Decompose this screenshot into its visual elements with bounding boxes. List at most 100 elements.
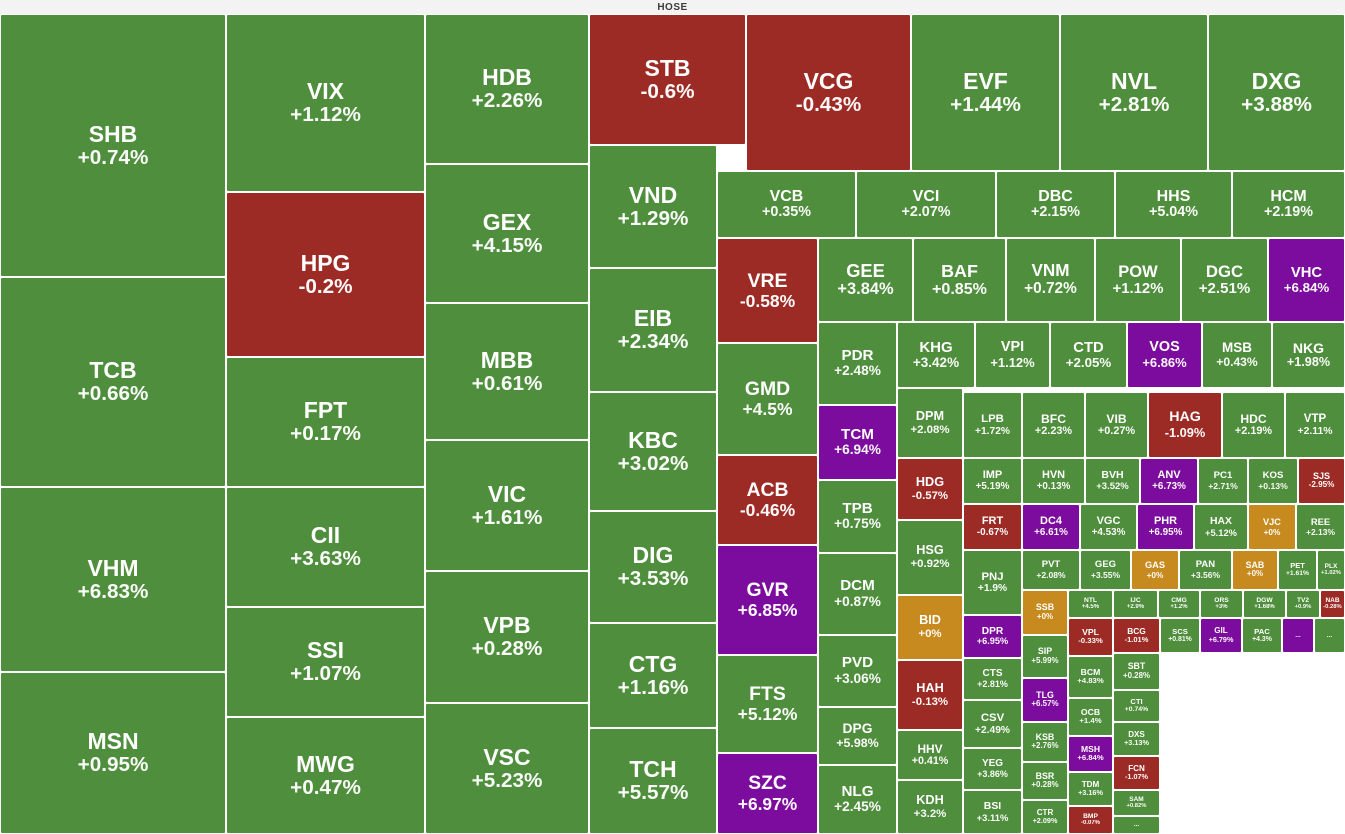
treemap-tile-CMG[interactable]: CMG +1.2% xyxy=(1158,590,1200,618)
treemap-tile-TCB[interactable]: TCB +0.66% xyxy=(0,277,226,487)
treemap-tile-BSI[interactable]: BSI +3.11% xyxy=(963,790,1022,834)
treemap-tile-FCN[interactable]: FCN -1.07% xyxy=(1113,756,1160,790)
treemap-tile-VPI[interactable]: VPI +1.12% xyxy=(975,322,1050,388)
treemap-tile-IJC[interactable]: IJC +2.9% xyxy=(1113,590,1158,618)
treemap-tile-TV2[interactable]: TV2 +0.9% xyxy=(1286,590,1320,618)
treemap-tile-more[interactable]: ... xyxy=(1282,618,1314,653)
treemap-tile-MWG[interactable]: MWG +0.47% xyxy=(226,717,425,834)
treemap-tile-CTR[interactable]: CTR +2.09% xyxy=(1022,800,1068,834)
treemap-tile-SSI[interactable]: SSI +1.07% xyxy=(226,607,425,717)
treemap-tile-KDH[interactable]: KDH +3.2% xyxy=(897,780,963,834)
treemap-tile-more[interactable]: ... xyxy=(1113,816,1160,834)
treemap-tile-STB[interactable]: STB -0.6% xyxy=(589,14,746,145)
treemap-tile-PHR[interactable]: PHR +6.95% xyxy=(1137,504,1194,550)
treemap-tile-SAB[interactable]: SAB +0% xyxy=(1232,550,1278,590)
treemap-tile-PAC[interactable]: PAC +4.3% xyxy=(1242,618,1282,653)
treemap-tile-HAG[interactable]: HAG -1.09% xyxy=(1148,392,1222,458)
treemap-tile-BCM[interactable]: BCM +4.83% xyxy=(1068,656,1113,698)
treemap-tile-BVH[interactable]: BVH +3.52% xyxy=(1085,458,1140,504)
treemap-tile-PC1[interactable]: PC1 +2.71% xyxy=(1198,458,1248,504)
treemap-tile-SAM[interactable]: SAM +0.82% xyxy=(1113,790,1160,816)
treemap-tile-VGC[interactable]: VGC +4.53% xyxy=(1080,504,1137,550)
treemap-tile-DGW[interactable]: DGW +1.68% xyxy=(1243,590,1286,618)
treemap-tile-SBT[interactable]: SBT +0.28% xyxy=(1113,653,1160,690)
treemap-tile-FPT[interactable]: FPT +0.17% xyxy=(226,357,425,487)
treemap-tile-YEG[interactable]: YEG +3.86% xyxy=(963,748,1022,790)
treemap-tile-VSC[interactable]: VSC +5.23% xyxy=(425,703,589,834)
treemap-tile-TPB[interactable]: TPB +0.75% xyxy=(818,480,897,553)
treemap-tile-VCG[interactable]: VCG -0.43% xyxy=(746,14,911,171)
treemap-tile-VND[interactable]: VND +1.29% xyxy=(589,145,717,268)
treemap-tile-HCM[interactable]: HCM +2.19% xyxy=(1232,171,1345,238)
treemap-tile-IMP[interactable]: IMP +5.19% xyxy=(963,458,1022,504)
treemap-tile-VOS[interactable]: VOS +6.86% xyxy=(1127,322,1202,388)
treemap-tile-NAB[interactable]: NAB -0.28% xyxy=(1320,590,1345,618)
treemap-tile-POW[interactable]: POW +1.12% xyxy=(1095,238,1181,322)
treemap-tile-REE[interactable]: REE +2.13% xyxy=(1296,504,1345,550)
treemap-tile-VIB[interactable]: VIB +0.27% xyxy=(1085,392,1148,458)
treemap-tile-OCB[interactable]: OCB +1.4% xyxy=(1068,698,1113,736)
treemap-tile-HDB[interactable]: HDB +2.26% xyxy=(425,14,589,164)
treemap-tile-TDM[interactable]: TDM +3.16% xyxy=(1068,772,1113,806)
treemap-tile-VPL[interactable]: VPL -0.33% xyxy=(1068,618,1113,656)
treemap-tile-CII[interactable]: CII +3.63% xyxy=(226,487,425,607)
treemap-tile-PNJ[interactable]: PNJ +1.9% xyxy=(963,550,1022,615)
treemap-tile-DPM[interactable]: DPM +2.08% xyxy=(897,388,963,458)
treemap-tile-PVD[interactable]: PVD +3.06% xyxy=(818,635,897,707)
treemap-tile-VHC[interactable]: VHC +6.84% xyxy=(1268,238,1345,322)
treemap-tile-EIB[interactable]: EIB +2.34% xyxy=(589,268,717,392)
treemap-tile-ANV[interactable]: ANV +6.73% xyxy=(1140,458,1198,504)
treemap-tile-HSG[interactable]: HSG +0.92% xyxy=(897,520,963,595)
treemap-tile-CTS[interactable]: CTS +2.81% xyxy=(963,658,1022,700)
treemap-tile-HDG[interactable]: HDG -0.57% xyxy=(897,458,963,520)
treemap-tile-GIL[interactable]: GIL +6.79% xyxy=(1200,618,1242,653)
treemap-tile-EVF[interactable]: EVF +1.44% xyxy=(911,14,1060,171)
treemap-tile-HAX[interactable]: HAX +5.12% xyxy=(1194,504,1248,550)
treemap-tile-KBC[interactable]: KBC +3.02% xyxy=(589,392,717,511)
treemap-tile-DPR[interactable]: DPR +6.95% xyxy=(963,615,1022,658)
treemap-tile-PVT[interactable]: PVT +2.08% xyxy=(1022,550,1080,590)
treemap-tile-MSH[interactable]: MSH +6.84% xyxy=(1068,736,1113,772)
treemap-tile-VIC[interactable]: VIC +1.61% xyxy=(425,440,589,571)
treemap-tile-NLG[interactable]: NLG +2.45% xyxy=(818,765,897,834)
treemap-tile-NTL[interactable]: NTL +4.5% xyxy=(1068,590,1113,618)
treemap-tile-SZC[interactable]: SZC +6.97% xyxy=(717,753,818,834)
treemap-tile-HHV[interactable]: HHV +0.41% xyxy=(897,730,963,780)
treemap-tile-CTD[interactable]: CTD +2.05% xyxy=(1050,322,1127,388)
treemap-tile-HAH[interactable]: HAH -0.13% xyxy=(897,660,963,730)
treemap-tile-LPB[interactable]: LPB +1.72% xyxy=(963,392,1022,458)
treemap-tile-VRE[interactable]: VRE -0.58% xyxy=(717,238,818,343)
treemap-tile-GEE[interactable]: GEE +3.84% xyxy=(818,238,913,322)
treemap-tile-CSV[interactable]: CSV +2.49% xyxy=(963,700,1022,748)
treemap-tile-BMP[interactable]: BMP -0.07% xyxy=(1068,806,1113,834)
treemap-tile-GMD[interactable]: GMD +4.5% xyxy=(717,343,818,455)
treemap-tile-GEG[interactable]: GEG +3.55% xyxy=(1080,550,1131,590)
treemap-tile-BAF[interactable]: BAF +0.85% xyxy=(913,238,1006,322)
treemap-tile-GEX[interactable]: GEX +4.15% xyxy=(425,164,589,303)
treemap-tile-SSB[interactable]: SSB +0% xyxy=(1022,590,1068,635)
treemap-tile-DBC[interactable]: DBC +2.15% xyxy=(996,171,1115,238)
treemap-tile-NVL[interactable]: NVL +2.81% xyxy=(1060,14,1208,171)
treemap-tile-PET[interactable]: PET +1.61% xyxy=(1278,550,1317,590)
treemap-tile-MSN[interactable]: MSN +0.95% xyxy=(0,672,226,834)
treemap-tile-BSR[interactable]: BSR +0.28% xyxy=(1022,762,1068,800)
treemap-tile-SJS[interactable]: SJS -2.95% xyxy=(1298,458,1345,504)
treemap-tile-PLX[interactable]: PLX +1.02% xyxy=(1317,550,1345,590)
treemap-tile-DXG[interactable]: DXG +3.88% xyxy=(1208,14,1345,171)
treemap-tile-more[interactable]: ... xyxy=(1314,618,1345,653)
treemap-tile-CTI[interactable]: CTI +0.74% xyxy=(1113,690,1160,722)
treemap-tile-KHG[interactable]: KHG +3.42% xyxy=(897,322,975,388)
treemap-tile-DGC[interactable]: DGC +2.51% xyxy=(1181,238,1268,322)
treemap-tile-FRT[interactable]: FRT -0.67% xyxy=(963,504,1022,550)
treemap-tile-GAS[interactable]: GAS +0% xyxy=(1131,550,1179,590)
treemap-tile-SIP[interactable]: SIP +5.99% xyxy=(1022,635,1068,678)
treemap-tile-HHS[interactable]: HHS +5.04% xyxy=(1115,171,1232,238)
treemap-tile-NKG[interactable]: NKG +1.98% xyxy=(1272,322,1345,388)
treemap-tile-TLG[interactable]: TLG +6.57% xyxy=(1022,678,1068,722)
treemap-tile-PDR[interactable]: PDR +2.48% xyxy=(818,322,897,405)
treemap-tile-VCB[interactable]: VCB +0.35% xyxy=(717,171,856,238)
treemap-tile-DXS[interactable]: DXS +3.13% xyxy=(1113,722,1160,756)
treemap-tile-HVN[interactable]: HVN +0.13% xyxy=(1022,458,1085,504)
treemap-tile-VTP[interactable]: VTP +2.11% xyxy=(1285,392,1345,458)
treemap-tile-VIX[interactable]: VIX +1.12% xyxy=(226,14,425,192)
